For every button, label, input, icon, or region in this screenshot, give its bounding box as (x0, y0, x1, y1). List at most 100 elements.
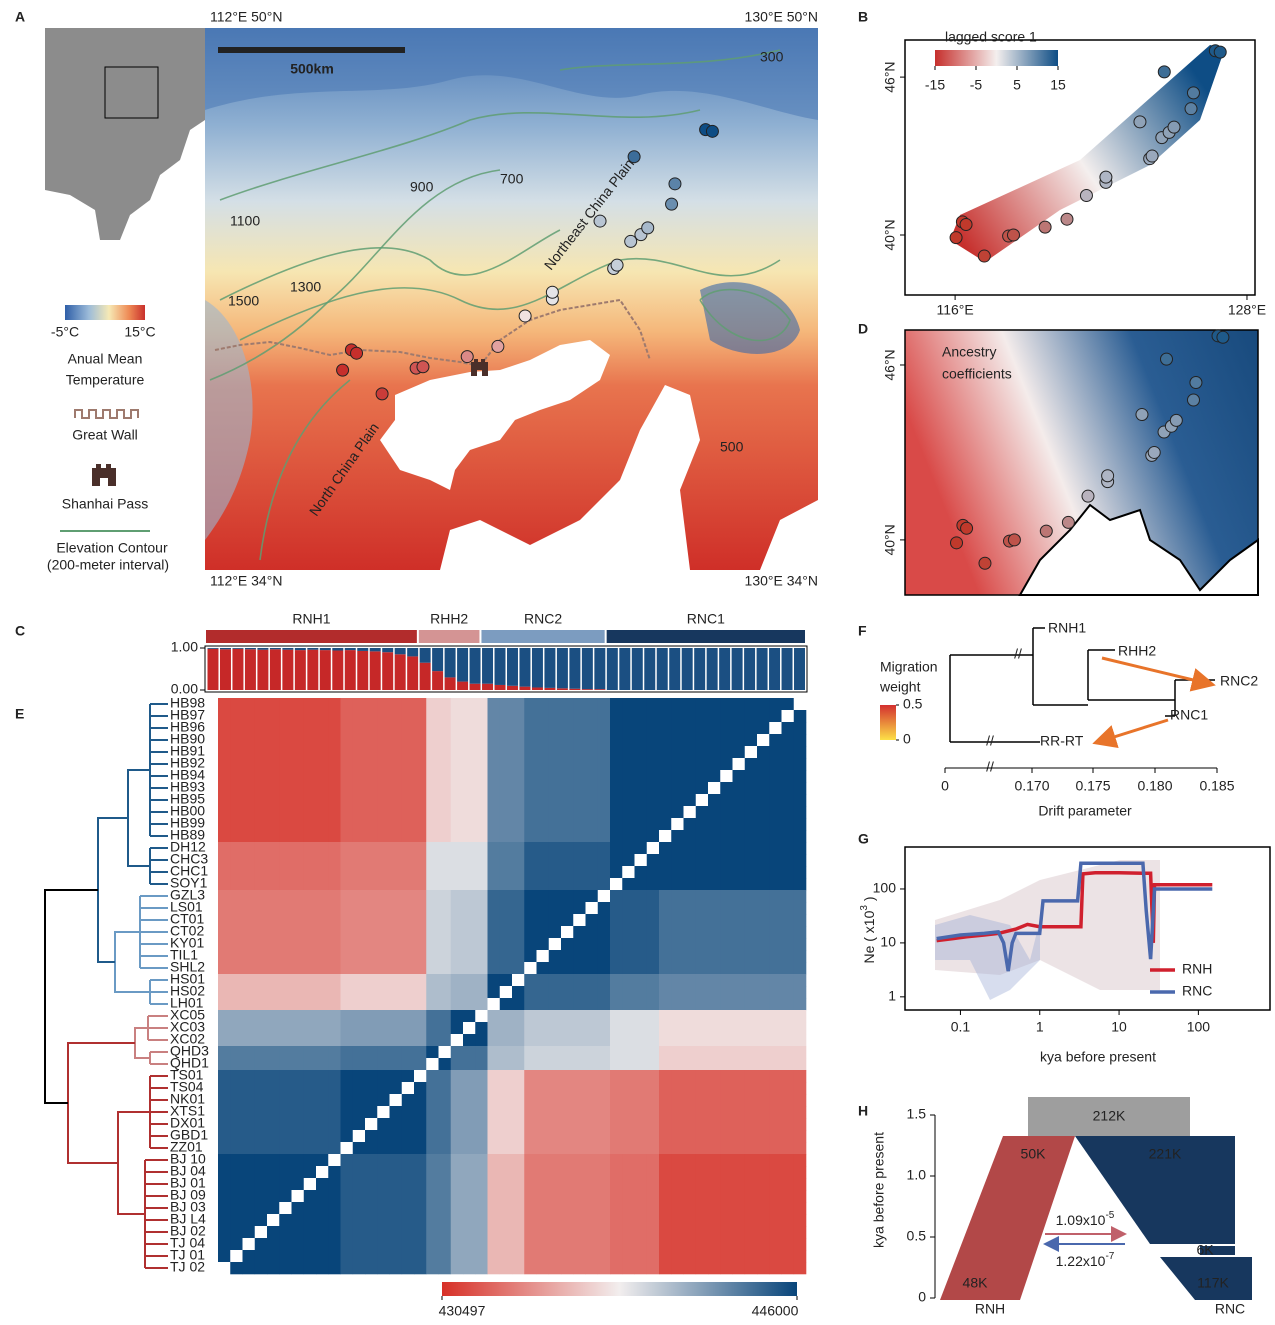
heatmap-cell (647, 1262, 660, 1274)
heatmap-cell (684, 1046, 697, 1058)
legend-label: Anual Mean (68, 351, 143, 367)
heatmap-cell (365, 830, 378, 842)
heatmap-cell (426, 698, 439, 710)
heatmap-cell (610, 1058, 623, 1070)
heatmap-cell (647, 1142, 660, 1154)
heatmap-cell (243, 1022, 256, 1034)
heatmap-cell (243, 1034, 256, 1046)
heatmap-cell (414, 866, 427, 878)
heatmap-cell (684, 734, 697, 746)
heatmap-cell (684, 698, 697, 710)
heatmap-cell (794, 734, 807, 746)
heatmap-cell (316, 950, 329, 962)
heatmap-cell (267, 1166, 280, 1178)
ancestry-bar (719, 648, 730, 690)
heatmap-cell (708, 1154, 721, 1166)
heatmap-cell (279, 962, 292, 974)
heatmap-cell (230, 1046, 243, 1058)
heatmap-cell (463, 914, 476, 926)
heatmap-cell (708, 1202, 721, 1214)
population-size: 50K (1021, 1146, 1047, 1162)
heatmap-cell (635, 818, 648, 830)
heatmap-cell (365, 902, 378, 914)
heatmap-cell (757, 950, 770, 962)
heatmap-cell (733, 1190, 746, 1202)
heatmap-cell (696, 1130, 709, 1142)
heatmap-cell (782, 794, 795, 806)
ancestry-bar (457, 648, 468, 682)
heatmap-cell (230, 926, 243, 938)
sample-point (1168, 121, 1180, 133)
heatmap-cell (696, 1214, 709, 1226)
heatmap-cell (512, 1094, 525, 1106)
heatmap-cell (488, 938, 501, 950)
heatmap-cell (720, 842, 733, 854)
heatmap-cell (671, 1190, 684, 1202)
heatmap-cell (635, 842, 648, 854)
heatmap-cell (414, 1214, 427, 1226)
heatmap-cell (463, 1094, 476, 1106)
heatmap-cell (218, 1094, 231, 1106)
heatmap-cell (316, 890, 329, 902)
heatmap-cell (353, 1214, 366, 1226)
dendro-branch (68, 1043, 135, 1163)
heatmap-cell (647, 1046, 660, 1058)
heatmap-cell (524, 1142, 537, 1154)
heatmap-cell (377, 926, 390, 938)
heatmap-cell (353, 1034, 366, 1046)
heatmap-cell (255, 1034, 268, 1046)
heatmap-cell (316, 878, 329, 890)
heatmap-cell (353, 1178, 366, 1190)
heatmap-cell (635, 974, 648, 986)
heatmap-cell (475, 938, 488, 950)
heatmap-cell (573, 1238, 586, 1250)
heatmap-cell (390, 1190, 403, 1202)
heatmap-cell (267, 770, 280, 782)
heatmap-cell (708, 1142, 721, 1154)
heatmap-cell (304, 866, 317, 878)
node-label: RNC2 (1220, 673, 1258, 689)
heatmap-cell (402, 1130, 415, 1142)
heatmap-cell (267, 1082, 280, 1094)
heatmap-cell (598, 1166, 611, 1178)
heatmap-cell (745, 914, 758, 926)
heatmap-cell (524, 818, 537, 830)
heatmap-cell (610, 1142, 623, 1154)
heatmap-cell (757, 794, 770, 806)
heatmap-cell (659, 1238, 672, 1250)
heatmap-cell (708, 1082, 721, 1094)
heatmap-cell (647, 974, 660, 986)
heatmap-cell (769, 758, 782, 770)
heatmap-cell (696, 1262, 709, 1274)
heatmap-cell (733, 974, 746, 986)
ancestry-bar (582, 689, 593, 690)
heatmap-cell (769, 782, 782, 794)
heatmap-cell (524, 1166, 537, 1178)
heatmap-cell (598, 962, 611, 974)
heatmap-cell (622, 794, 635, 806)
heatmap-cell (279, 1094, 292, 1106)
heatmap-cell (757, 1214, 770, 1226)
heatmap-cell (684, 1154, 697, 1166)
heatmap-cell (426, 1082, 439, 1094)
heatmap-cell (292, 878, 305, 890)
heatmap-cell (622, 1094, 635, 1106)
heatmap-cell (598, 1262, 611, 1274)
heatmap-cell (684, 830, 697, 842)
heatmap-cell (414, 734, 427, 746)
heatmap-cell (304, 818, 317, 830)
heatmap-cell (328, 1178, 341, 1190)
heatmap-cell (365, 974, 378, 986)
heatmap-cell (794, 1118, 807, 1130)
heatmap-cell (255, 1238, 268, 1250)
heatmap-cell (377, 938, 390, 950)
heatmap-cell (451, 866, 464, 878)
heatmap-cell (500, 902, 513, 914)
heatmap-cell (390, 698, 403, 710)
great-wall-icon (75, 410, 138, 418)
heatmap-cell (365, 1262, 378, 1274)
heatmap-cell (794, 998, 807, 1010)
heatmap-cell (708, 1094, 721, 1106)
ancestry-bar (594, 689, 605, 690)
heatmap-cell (684, 758, 697, 770)
